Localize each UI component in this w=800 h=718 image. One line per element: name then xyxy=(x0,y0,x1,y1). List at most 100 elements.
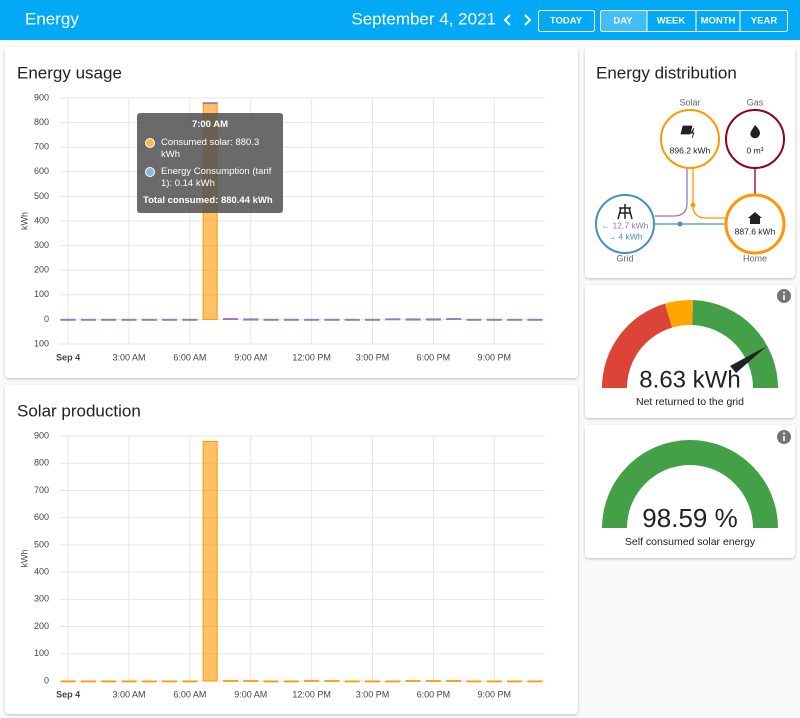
bar xyxy=(162,680,178,683)
bar xyxy=(385,318,401,321)
tooltip-row: Energy Consumption (tarif 1): 0.14 kWh xyxy=(143,166,277,190)
y-tick-label: 900 xyxy=(34,92,49,102)
y-tick-label: 500 xyxy=(34,191,49,201)
bar xyxy=(304,680,320,682)
y-tick-label: 100 xyxy=(34,338,49,348)
button-label[interactable]: MONTH xyxy=(701,16,736,27)
y-tick-label: 800 xyxy=(34,458,49,468)
bar xyxy=(365,318,381,321)
prev-arrow[interactable] xyxy=(503,14,511,26)
bar xyxy=(344,318,360,321)
node-label: Solar xyxy=(679,97,700,107)
gas-icon xyxy=(750,125,760,139)
date[interactable]: September 4, 2021 xyxy=(351,9,496,28)
bar xyxy=(527,318,543,321)
card xyxy=(5,47,578,378)
y-tick-label: 300 xyxy=(34,240,49,250)
x-tick-label: 6:00 AM xyxy=(173,352,206,362)
bar xyxy=(425,680,441,682)
bar xyxy=(121,318,137,321)
flow-dot xyxy=(690,202,696,208)
gauge-label: Self consumed solar energy xyxy=(625,536,756,548)
x-tick-label: 6:00 AM xyxy=(173,689,206,699)
x-tick-label: 3:00 PM xyxy=(356,689,390,699)
bar xyxy=(243,318,259,321)
x-tick-label: 9:00 PM xyxy=(478,689,512,699)
tooltip-swatch xyxy=(145,138,155,148)
button-label[interactable]: YEAR xyxy=(751,16,778,27)
bar xyxy=(385,680,401,683)
bar xyxy=(365,680,381,683)
bar xyxy=(344,680,360,683)
y-tick-label: 0 xyxy=(44,314,49,324)
y-tick-label: 200 xyxy=(34,265,49,275)
card xyxy=(5,385,578,714)
gauge-needle xyxy=(730,346,767,373)
bar xyxy=(486,318,502,321)
tooltip-row: Consumed solar: 880.3 kWh xyxy=(143,137,277,161)
bar xyxy=(222,680,238,682)
bar xyxy=(466,318,482,321)
gauges xyxy=(602,300,778,528)
x-tick-label: 9:00 AM xyxy=(234,689,267,699)
info-glyph xyxy=(783,291,785,294)
bar xyxy=(466,680,482,683)
bar xyxy=(283,318,299,321)
info-glyph xyxy=(783,436,785,441)
node-value: 0 m³ xyxy=(747,145,764,155)
button-label[interactable]: WEEK xyxy=(657,16,686,27)
bar xyxy=(121,680,137,683)
bar xyxy=(507,680,523,683)
bar xyxy=(304,318,320,321)
gauge-segment xyxy=(602,440,778,528)
bar xyxy=(202,102,218,105)
x-tick-label: 12:00 PM xyxy=(292,352,331,362)
period-group xyxy=(600,10,788,32)
y-tick-label: 900 xyxy=(34,430,49,440)
gauge-label: Net returned to the grid xyxy=(636,396,744,408)
bar xyxy=(80,680,96,683)
solar-node xyxy=(660,109,720,169)
bar xyxy=(486,680,502,683)
bar xyxy=(446,318,462,320)
x-tick-label: Sep 4 xyxy=(56,352,80,362)
tooltip-item: Energy Consumption (tarif 1): 0.14 kWh xyxy=(161,166,272,189)
bar xyxy=(263,318,279,321)
x-tick-label: 6:00 PM xyxy=(417,352,451,362)
tooltip-item: Consumed solar: 880.3 kWh xyxy=(161,137,260,160)
tooltip-swatch xyxy=(145,167,155,177)
bar xyxy=(182,318,198,321)
flow-dot xyxy=(677,221,683,227)
y-axis-label: kWh xyxy=(19,212,29,230)
gauge-segment xyxy=(665,300,694,328)
bar xyxy=(527,680,543,683)
bar xyxy=(405,680,421,682)
x-tick-label: 3:00 PM xyxy=(356,352,390,362)
y-tick-label: 100 xyxy=(34,289,49,299)
x-tick-label: 9:00 PM xyxy=(478,352,512,362)
x-tick-label: Sep 4 xyxy=(56,689,80,699)
day-button[interactable] xyxy=(601,11,647,31)
tooltip-total: Total consumed: 880.44 kWh xyxy=(143,195,273,206)
today-button[interactable] xyxy=(538,10,595,32)
bar xyxy=(425,318,441,321)
x-tick-label: 3:00 AM xyxy=(112,352,145,362)
bar xyxy=(182,680,198,683)
app-bar xyxy=(0,0,800,40)
bar xyxy=(60,680,76,683)
bar xyxy=(141,680,157,683)
gas-node xyxy=(725,109,785,169)
y-tick-label: 500 xyxy=(34,539,49,549)
next-arrow[interactable] xyxy=(524,14,532,26)
bar xyxy=(446,680,462,682)
node-value: 896.2 kWh xyxy=(670,145,711,155)
node-value: → 4 kWh xyxy=(608,231,643,241)
page-title: Energy xyxy=(25,9,79,28)
button-label[interactable]: DAY xyxy=(613,16,633,27)
x-tick-label: 3:00 AM xyxy=(112,689,145,699)
info-glyph xyxy=(783,295,785,300)
chart: Solar production kWh 0 100 200 300 400 500 600 70… xyxy=(17,401,545,699)
node-label: Grid xyxy=(616,253,633,263)
